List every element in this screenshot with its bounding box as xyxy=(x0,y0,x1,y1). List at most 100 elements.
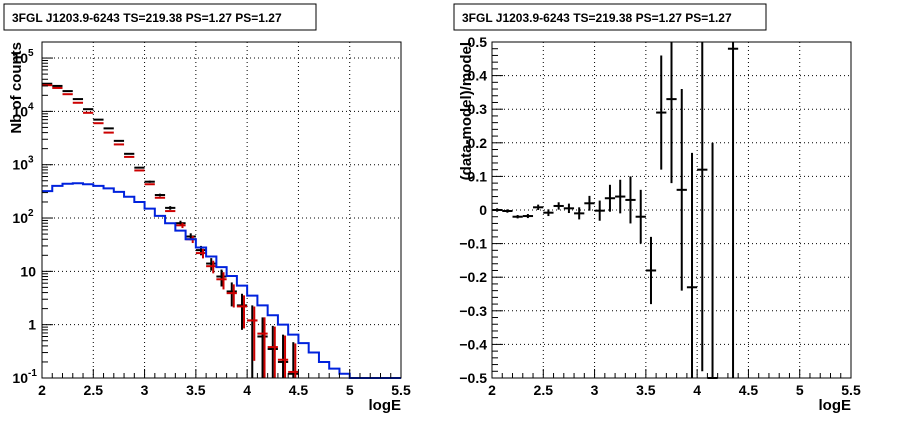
data-point xyxy=(247,305,258,378)
left-y-tick-label: 10 xyxy=(20,263,36,279)
right-y-tick-label: −0.2 xyxy=(459,269,487,285)
model-point xyxy=(226,284,237,308)
residual-point xyxy=(584,195,595,211)
counts-panel: 3FGL J1203.9-6243 TS=219.38 PS=1.27 PS=1… xyxy=(3,3,411,414)
residual-point xyxy=(543,209,554,217)
right-series xyxy=(492,42,739,379)
model-point xyxy=(277,335,289,378)
model-point xyxy=(247,306,258,361)
data-point xyxy=(257,317,268,378)
right-y-tick-label: −0.3 xyxy=(459,303,487,319)
model-point xyxy=(288,343,299,378)
left-title: 3FGL J1203.9-6243 TS=219.38 PS=1.27 PS=1… xyxy=(12,11,282,25)
right-y-tick-label: −0.5 xyxy=(459,370,487,386)
model-point xyxy=(216,272,227,290)
left-y-tick-exponent: -1 xyxy=(28,368,37,379)
left-y-tick-label: 1 xyxy=(28,317,36,333)
right-x-tick-label: 3 xyxy=(591,382,599,398)
right-y-tick-label: 0.1 xyxy=(468,168,488,184)
left-grid xyxy=(42,42,401,378)
left-y-tick-exponent: 3 xyxy=(28,155,34,166)
data-point xyxy=(267,325,278,378)
data-point xyxy=(124,152,135,155)
residual-point xyxy=(656,55,667,170)
left-y-tick-label: 10 xyxy=(12,210,28,226)
right-y-axis-title: (data-model)/model xyxy=(458,42,475,180)
right-y-tick-label: 0.4 xyxy=(468,68,488,84)
model-point xyxy=(236,295,248,329)
residual-point xyxy=(727,42,739,378)
residual-point xyxy=(512,215,523,219)
residual-point xyxy=(666,42,677,184)
right-title: 3FGL J1203.9-6243 TS=219.38 PS=1.27 PS=1… xyxy=(462,11,732,25)
residual-point xyxy=(615,179,626,214)
right-x-tick-label: 4.5 xyxy=(739,382,759,398)
right-x-tick-label: 5.5 xyxy=(841,382,861,398)
residual-point xyxy=(553,202,564,210)
left-plot-frame xyxy=(41,41,402,379)
right-x-axis-title: logE xyxy=(819,397,852,414)
right-y-tick-label: 0.5 xyxy=(468,34,488,50)
right-x-tick-label: 5 xyxy=(796,382,804,398)
left-x-tick-label: 3.5 xyxy=(186,382,206,398)
left-x-tick-label: 3 xyxy=(141,382,149,398)
left-x-tick-label: 5 xyxy=(346,382,354,398)
right-y-tick-label: 0.3 xyxy=(468,101,488,117)
left-y-tick-label: 10 xyxy=(12,157,28,173)
left-y-tick-exponent: 4 xyxy=(28,101,34,112)
residual-point xyxy=(594,200,605,221)
residuals-panel: 3FGL J1203.9-6243 TS=219.38 PS=1.27 PS=1… xyxy=(453,3,861,414)
right-y-tick-label: −0.1 xyxy=(459,236,487,252)
residual-point xyxy=(625,176,636,224)
data-point xyxy=(134,166,145,169)
right-y-tick-label: 0 xyxy=(479,202,487,218)
left-x-tick-label: 5.5 xyxy=(391,382,411,398)
data-point xyxy=(144,180,155,183)
right-x-tick-label: 3.5 xyxy=(636,382,656,398)
residual-point xyxy=(574,207,585,220)
left-series xyxy=(42,82,401,379)
data-point xyxy=(113,139,125,142)
right-x-tick-label: 2 xyxy=(488,382,496,398)
right-ticks: 2 2.5 3 3.5 4 4.5 5 5.5 −0.5 −0.4 −0.3 −0.2 −0.1 0 0.1… xyxy=(459,34,861,398)
left-title-box xyxy=(3,3,317,31)
data-point xyxy=(206,258,217,271)
residual-point xyxy=(635,189,646,244)
source-model-histogram xyxy=(42,182,401,379)
residual-point xyxy=(563,203,575,214)
left-x-tick-label: 4 xyxy=(243,382,251,398)
left-y-axis-title: Nb of counts xyxy=(8,42,25,134)
model-point xyxy=(257,317,268,378)
residual-point xyxy=(533,204,544,210)
right-x-tick-label: 4 xyxy=(693,382,701,398)
model-point xyxy=(206,260,217,274)
residual-point xyxy=(522,214,534,219)
residual-point xyxy=(676,89,687,291)
residual-point xyxy=(697,42,708,372)
left-x-tick-label: 4.5 xyxy=(289,382,309,398)
data-point xyxy=(154,193,166,197)
data-point xyxy=(226,282,237,307)
right-x-tick-label: 2.5 xyxy=(534,382,554,398)
right-title-box xyxy=(453,3,767,31)
residual-point xyxy=(604,184,616,212)
data-point xyxy=(236,293,248,330)
left-y-tick-exponent: 5 xyxy=(28,48,34,59)
data-point xyxy=(165,206,176,210)
residual-point xyxy=(645,236,657,305)
left-y-tick-exponent: 2 xyxy=(28,208,34,219)
data-point xyxy=(93,118,104,121)
residual-point xyxy=(686,152,698,378)
left-y-tick-label: 10 xyxy=(12,103,28,119)
data-point xyxy=(103,127,114,130)
model-point xyxy=(175,222,186,229)
left-x-axis-title: logE xyxy=(369,397,402,414)
data-point xyxy=(216,269,227,287)
model-point xyxy=(195,248,207,259)
data-point xyxy=(277,334,289,378)
residual-point xyxy=(502,209,513,213)
left-x-tick-label: 2 xyxy=(38,382,46,398)
left-y-tick-label: 10 xyxy=(12,370,28,386)
